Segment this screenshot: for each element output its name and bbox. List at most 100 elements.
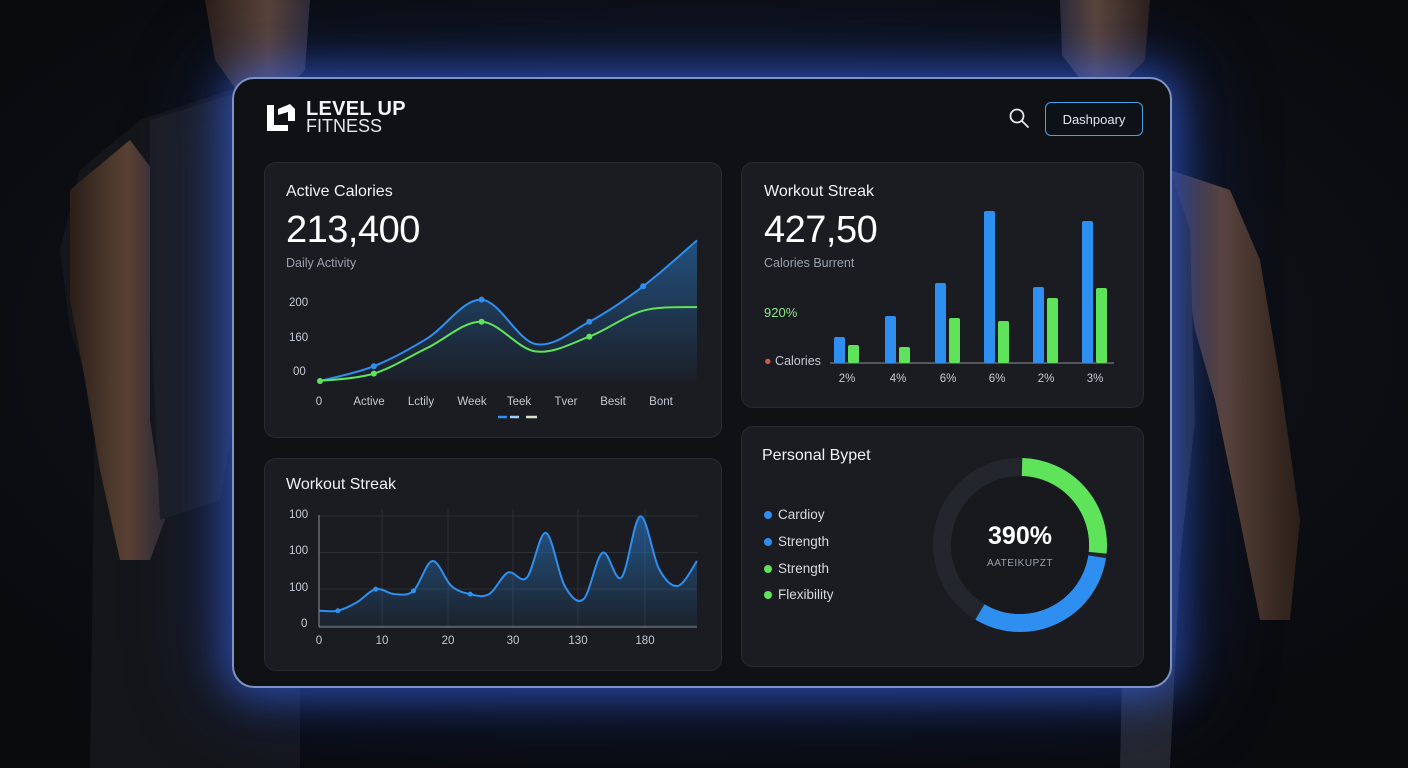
- bar-green: [899, 347, 910, 363]
- data-point: [586, 318, 593, 325]
- data-point: [370, 370, 377, 377]
- bar-green: [848, 345, 859, 363]
- brand-name-line2: FITNESS: [306, 116, 383, 136]
- logo-mark-icon: [267, 104, 295, 131]
- bar-green: [1096, 288, 1107, 363]
- x-tick-label: Active: [353, 396, 385, 408]
- x-tick-label: 20: [441, 635, 455, 647]
- bar-blue: [834, 337, 845, 363]
- legend-dot-icon: [764, 564, 772, 573]
- legend-dot-icon: [764, 590, 772, 599]
- x-tick-label: Week: [457, 396, 487, 408]
- percent-label: 920%: [764, 305, 798, 320]
- x-tick-label: 2%: [1037, 373, 1055, 385]
- workout-streak-area-chart: [318, 509, 698, 628]
- y-tick-label: 160: [289, 332, 309, 344]
- y-tick-label: 00: [293, 366, 306, 378]
- legend-item[interactable]: Flexibility: [764, 587, 834, 602]
- donut-slice: [933, 458, 1019, 618]
- donut-slice: [975, 555, 1106, 632]
- legend-dot-icon: [764, 510, 772, 519]
- x-tick-label: Bont: [649, 396, 673, 408]
- y-tick-label: 200: [289, 297, 309, 309]
- calories-label: ● Calories: [764, 354, 821, 368]
- workout-streak-value: 427,50: [764, 209, 878, 251]
- card-title: Personal Bypet: [762, 447, 871, 464]
- active-calories-line-chart: [317, 239, 698, 419]
- active-calories-card: Active Calories 213,400 Daily Activity 2…: [264, 162, 722, 438]
- y-tick-label: 100: [289, 545, 309, 557]
- data-point: [317, 378, 323, 384]
- donut-center-value: 390%: [988, 522, 1052, 550]
- donut-center-label: AATEIKUPZT: [987, 558, 1053, 569]
- area-fill: [319, 516, 697, 627]
- active-calories-value: 213,400: [286, 209, 420, 251]
- workout-streak-bar-card: Workout Streak 427,50 Calories Burrent 9…: [741, 162, 1144, 408]
- personal-budget-card: Personal Bypet Cardioy Strength Strength…: [741, 426, 1144, 667]
- calories-label-text: Calories: [775, 354, 821, 368]
- data-point: [640, 283, 647, 290]
- x-tick-label: Teek: [506, 396, 532, 408]
- brand-logo[interactable]: LEVEL UP FITNESS: [264, 98, 406, 136]
- card-title: Workout Streak: [286, 476, 396, 493]
- x-tick-label: 6%: [939, 373, 957, 385]
- data-point: [411, 588, 416, 594]
- workout-streak-area-card: Workout Streak 100 100 100 0 0 10 20 30 …: [264, 458, 722, 671]
- workout-streak-subtitle: Calories Burrent: [764, 256, 855, 270]
- x-tick-label: 4%: [889, 373, 907, 385]
- x-tick-label: 30: [506, 635, 520, 647]
- x-tick-label: 0: [315, 396, 323, 408]
- data-point: [586, 333, 593, 340]
- bar-green: [1047, 298, 1058, 363]
- dashboard-button[interactable]: Dashpoary: [1045, 102, 1143, 136]
- series-line-green: [319, 306, 698, 382]
- bar-blue: [1033, 287, 1044, 363]
- bar-green: [998, 321, 1009, 363]
- x-tick-label: 3%: [1086, 373, 1104, 385]
- data-point: [373, 586, 379, 592]
- bar-blue: [984, 211, 995, 363]
- card-title: Workout Streak: [764, 183, 874, 200]
- legend-item[interactable]: Strength: [764, 561, 829, 576]
- bar-blue: [935, 283, 946, 363]
- x-tick-label: Lctily: [407, 396, 435, 408]
- bar-green: [949, 318, 960, 363]
- data-point: [478, 318, 485, 325]
- series-line: [318, 515, 698, 613]
- donut-hole: [951, 476, 1089, 614]
- brand-name-line1: LEVEL UP: [306, 98, 406, 120]
- data-point: [335, 608, 341, 614]
- y-tick-label: 0: [301, 618, 308, 630]
- legend-item[interactable]: Cardioy: [764, 507, 825, 522]
- search-icon[interactable]: [1008, 107, 1030, 129]
- y-tick-label: 100: [289, 509, 309, 521]
- workout-streak-bar-chart: [830, 211, 1114, 364]
- legend-dot-icon: [764, 537, 772, 546]
- data-point: [370, 363, 377, 370]
- bar-blue: [1082, 221, 1093, 363]
- bar-blue: [885, 316, 896, 363]
- red-dot-icon: ●: [764, 354, 772, 368]
- x-tick-label: 180: [635, 635, 655, 647]
- data-point: [478, 296, 485, 303]
- personal-budget-donut-chart: [933, 458, 1107, 632]
- legend-label: Strength: [778, 561, 830, 576]
- x-tick-label: 10: [375, 635, 389, 647]
- legend-item[interactable]: Strength: [764, 534, 829, 549]
- legend-label: Strength: [778, 534, 830, 549]
- x-tick-label: 6%: [988, 373, 1006, 385]
- x-tick-label: 2%: [838, 373, 856, 385]
- x-tick-label: 0: [315, 635, 323, 647]
- card-title: Active Calories: [286, 183, 393, 200]
- data-point: [467, 591, 473, 597]
- legend-label: Cardioy: [778, 507, 825, 522]
- area-fill: [320, 240, 697, 381]
- legend-label: Flexibility: [778, 587, 834, 602]
- x-tick-label: 130: [568, 635, 588, 647]
- active-calories-subtitle: Daily Activity: [286, 256, 357, 270]
- x-tick-label: Tver: [554, 396, 578, 408]
- dashboard-panel: LEVEL UP FITNESS Dashpoary Active Calori…: [232, 77, 1172, 688]
- donut-slice: [1021, 458, 1107, 554]
- y-tick-label: 100: [289, 582, 309, 594]
- x-tick-label: Besit: [600, 396, 626, 408]
